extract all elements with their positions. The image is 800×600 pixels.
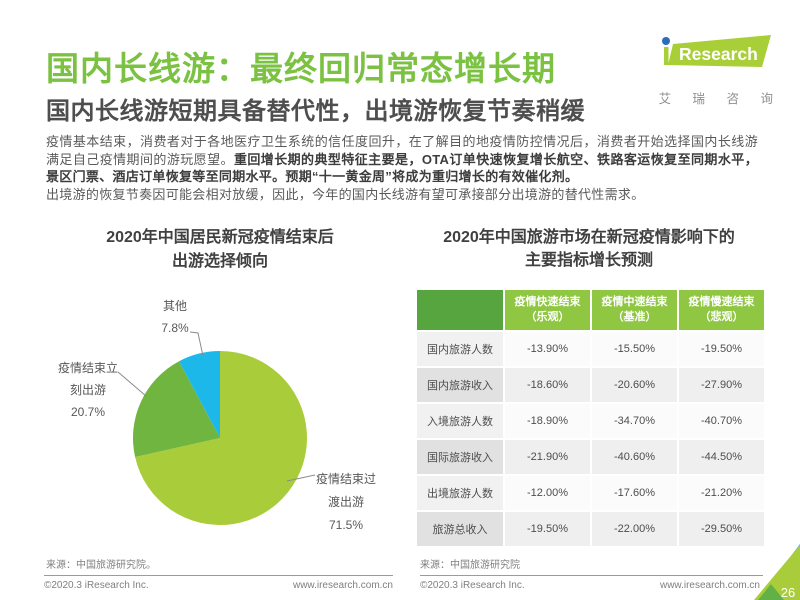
website-link-right[interactable]: www.iresearch.com.cn [659, 580, 760, 591]
forecast-table-title: 2020年中国旅游市场在新冠疫情影响下的 主要指标增长预测 [415, 226, 763, 272]
pie-chart-title-line2: 出游选择倾向 [171, 253, 268, 270]
pie-slice-2 [179, 351, 220, 438]
corner-darkgreen-triangle-icon [758, 584, 784, 600]
copyright-row-left: ©2020.3 iResearch Inc. www.iresearch.com… [44, 580, 393, 591]
table-value-cell: -15.50% [592, 332, 677, 366]
table-value-cell: -18.60% [505, 368, 590, 402]
table-value-cell: -29.50% [679, 512, 764, 546]
table-row-label: 出境旅游人数 [417, 476, 503, 510]
table-value-cell: -44.50% [679, 440, 764, 474]
page-number: 26 [781, 585, 795, 600]
table-row-label: 国际旅游收入 [417, 440, 503, 474]
corner-green-triangle-icon [754, 545, 800, 600]
pie-leader-line-other [189, 331, 204, 357]
table-value-cell: -12.00% [505, 476, 590, 510]
table-value-cell: -13.90% [505, 332, 590, 366]
table-value-cell: -17.60% [592, 476, 677, 510]
logo-caption: 艾 瑞 咨 询 [658, 92, 782, 106]
forecast-table: 疫情快速结束 （乐观） 疫情中速结束 （基准） 疫情慢速结束 （悲观） 国内旅游人数 -13.… [417, 290, 764, 546]
table-value-cell: -18.90% [505, 404, 590, 438]
pie-chart: 其他 7.8% 疫情结束立 刻出游 20.7% 疫情结束过 渡出游 71.5% [58, 299, 376, 532]
table-value-cell: -27.90% [679, 368, 764, 402]
logo-wordmark: Research [679, 44, 758, 64]
table-value-cell: -21.20% [679, 476, 764, 510]
copyright-left: ©2020.3 iResearch Inc. [44, 580, 149, 591]
copyright-row-right: ©2020.3 iResearch Inc. www.iresearch.com… [420, 580, 760, 591]
table-row-label: 国内旅游收入 [417, 368, 503, 402]
pie-slice-0 [135, 351, 307, 525]
table-column-header-1: 疫情中速结束 （基准） [592, 290, 677, 330]
pie-label-immediate-line2: 刻出游 [70, 383, 106, 397]
pie-label-other: 其他 [163, 299, 187, 313]
pie-leader-line-immediate [117, 371, 147, 397]
pie-value-transition: 71.5% [329, 518, 363, 532]
corner-decoration: 26 [754, 544, 800, 600]
divider-right [420, 575, 763, 576]
page-title: 国内长线游：最终回归常态增长期 [46, 50, 556, 87]
source-note-left: 来源：中国旅游研究院。 [46, 560, 156, 571]
table-value-cell: -22.00% [592, 512, 677, 546]
table-column-header-0: 疫情快速结束 （乐观） [505, 290, 590, 330]
table-row-label: 旅游总收入 [417, 512, 503, 546]
table-value-cell: -40.70% [679, 404, 764, 438]
table-value-cell: -40.60% [592, 440, 677, 474]
table-value-cell: -19.50% [679, 332, 764, 366]
table-row-label: 国内旅游人数 [417, 332, 503, 366]
pie-chart-title-line1: 2020年中国居民新冠疫情结束后 [106, 229, 334, 246]
pie-label-immediate-line1: 疫情结束立 [58, 360, 118, 375]
divider-left [44, 575, 393, 576]
pie-leader-line-transition [286, 474, 316, 482]
pie-chart-title: 2020年中国居民新冠疫情结束后 出游选择倾向 [40, 226, 400, 274]
body-text-bold: 重回增长期的典型特征主要是，OTA订单快速恢复增长航空、铁路客运恢复至同期水平，… [46, 151, 758, 185]
table-value-cell: -20.60% [592, 368, 677, 402]
body-text-normal: 疫情基本结束，消费者对于各地医疗卫生系统的信任度回升，在了解目的地疫情防控情况后… [46, 134, 758, 167]
pie-label-transition-line2: 渡出游 [328, 494, 364, 509]
iresearch-logo-icon: Research [662, 35, 771, 67]
table-corner-cell [417, 290, 503, 330]
pie-value-immediate: 20.7% [71, 405, 105, 419]
pie-value-other: 7.8% [161, 321, 189, 335]
body-paragraph-2: 出境游的恢复节奏因可能会相对放缓，因此，今年的国内长线游有望可承接部分出境游的替… [46, 186, 645, 202]
body-paragraph-1: 疫情基本结束，消费者对于各地医疗卫生系统的信任度回升，在了解目的地疫情防控情况后… [46, 133, 758, 186]
table-row-label: 入境旅游人数 [417, 404, 503, 438]
table-value-cell: -34.70% [592, 404, 677, 438]
pie-label-transition-line1: 疫情结束过 [316, 471, 376, 486]
table-value-cell: -21.90% [505, 440, 590, 474]
body-paragraphs: 疫情基本结束，消费者对于各地医疗卫生系统的信任度回升，在了解目的地疫情防控情况后… [46, 133, 758, 203]
forecast-table-title-line2: 主要指标增长预测 [524, 252, 653, 269]
pie-slice-1 [133, 361, 220, 457]
table-column-header-2: 疫情慢速结束 （悲观） [679, 290, 764, 330]
source-note-right: 来源：中国旅游研究院 [420, 560, 520, 571]
page-subtitle: 国内长线游短期具备替代性，出境游恢复节奏稍缓 [46, 98, 585, 125]
table-value-cell: -19.50% [505, 512, 590, 546]
forecast-table-title-line1: 2020年中国旅游市场在新冠疫情影响下的 [443, 229, 735, 246]
website-link-left[interactable]: www.iresearch.com.cn [292, 580, 393, 591]
copyright-right: ©2020.3 iResearch Inc. [420, 580, 525, 591]
ires-logo: Research [654, 33, 774, 90]
